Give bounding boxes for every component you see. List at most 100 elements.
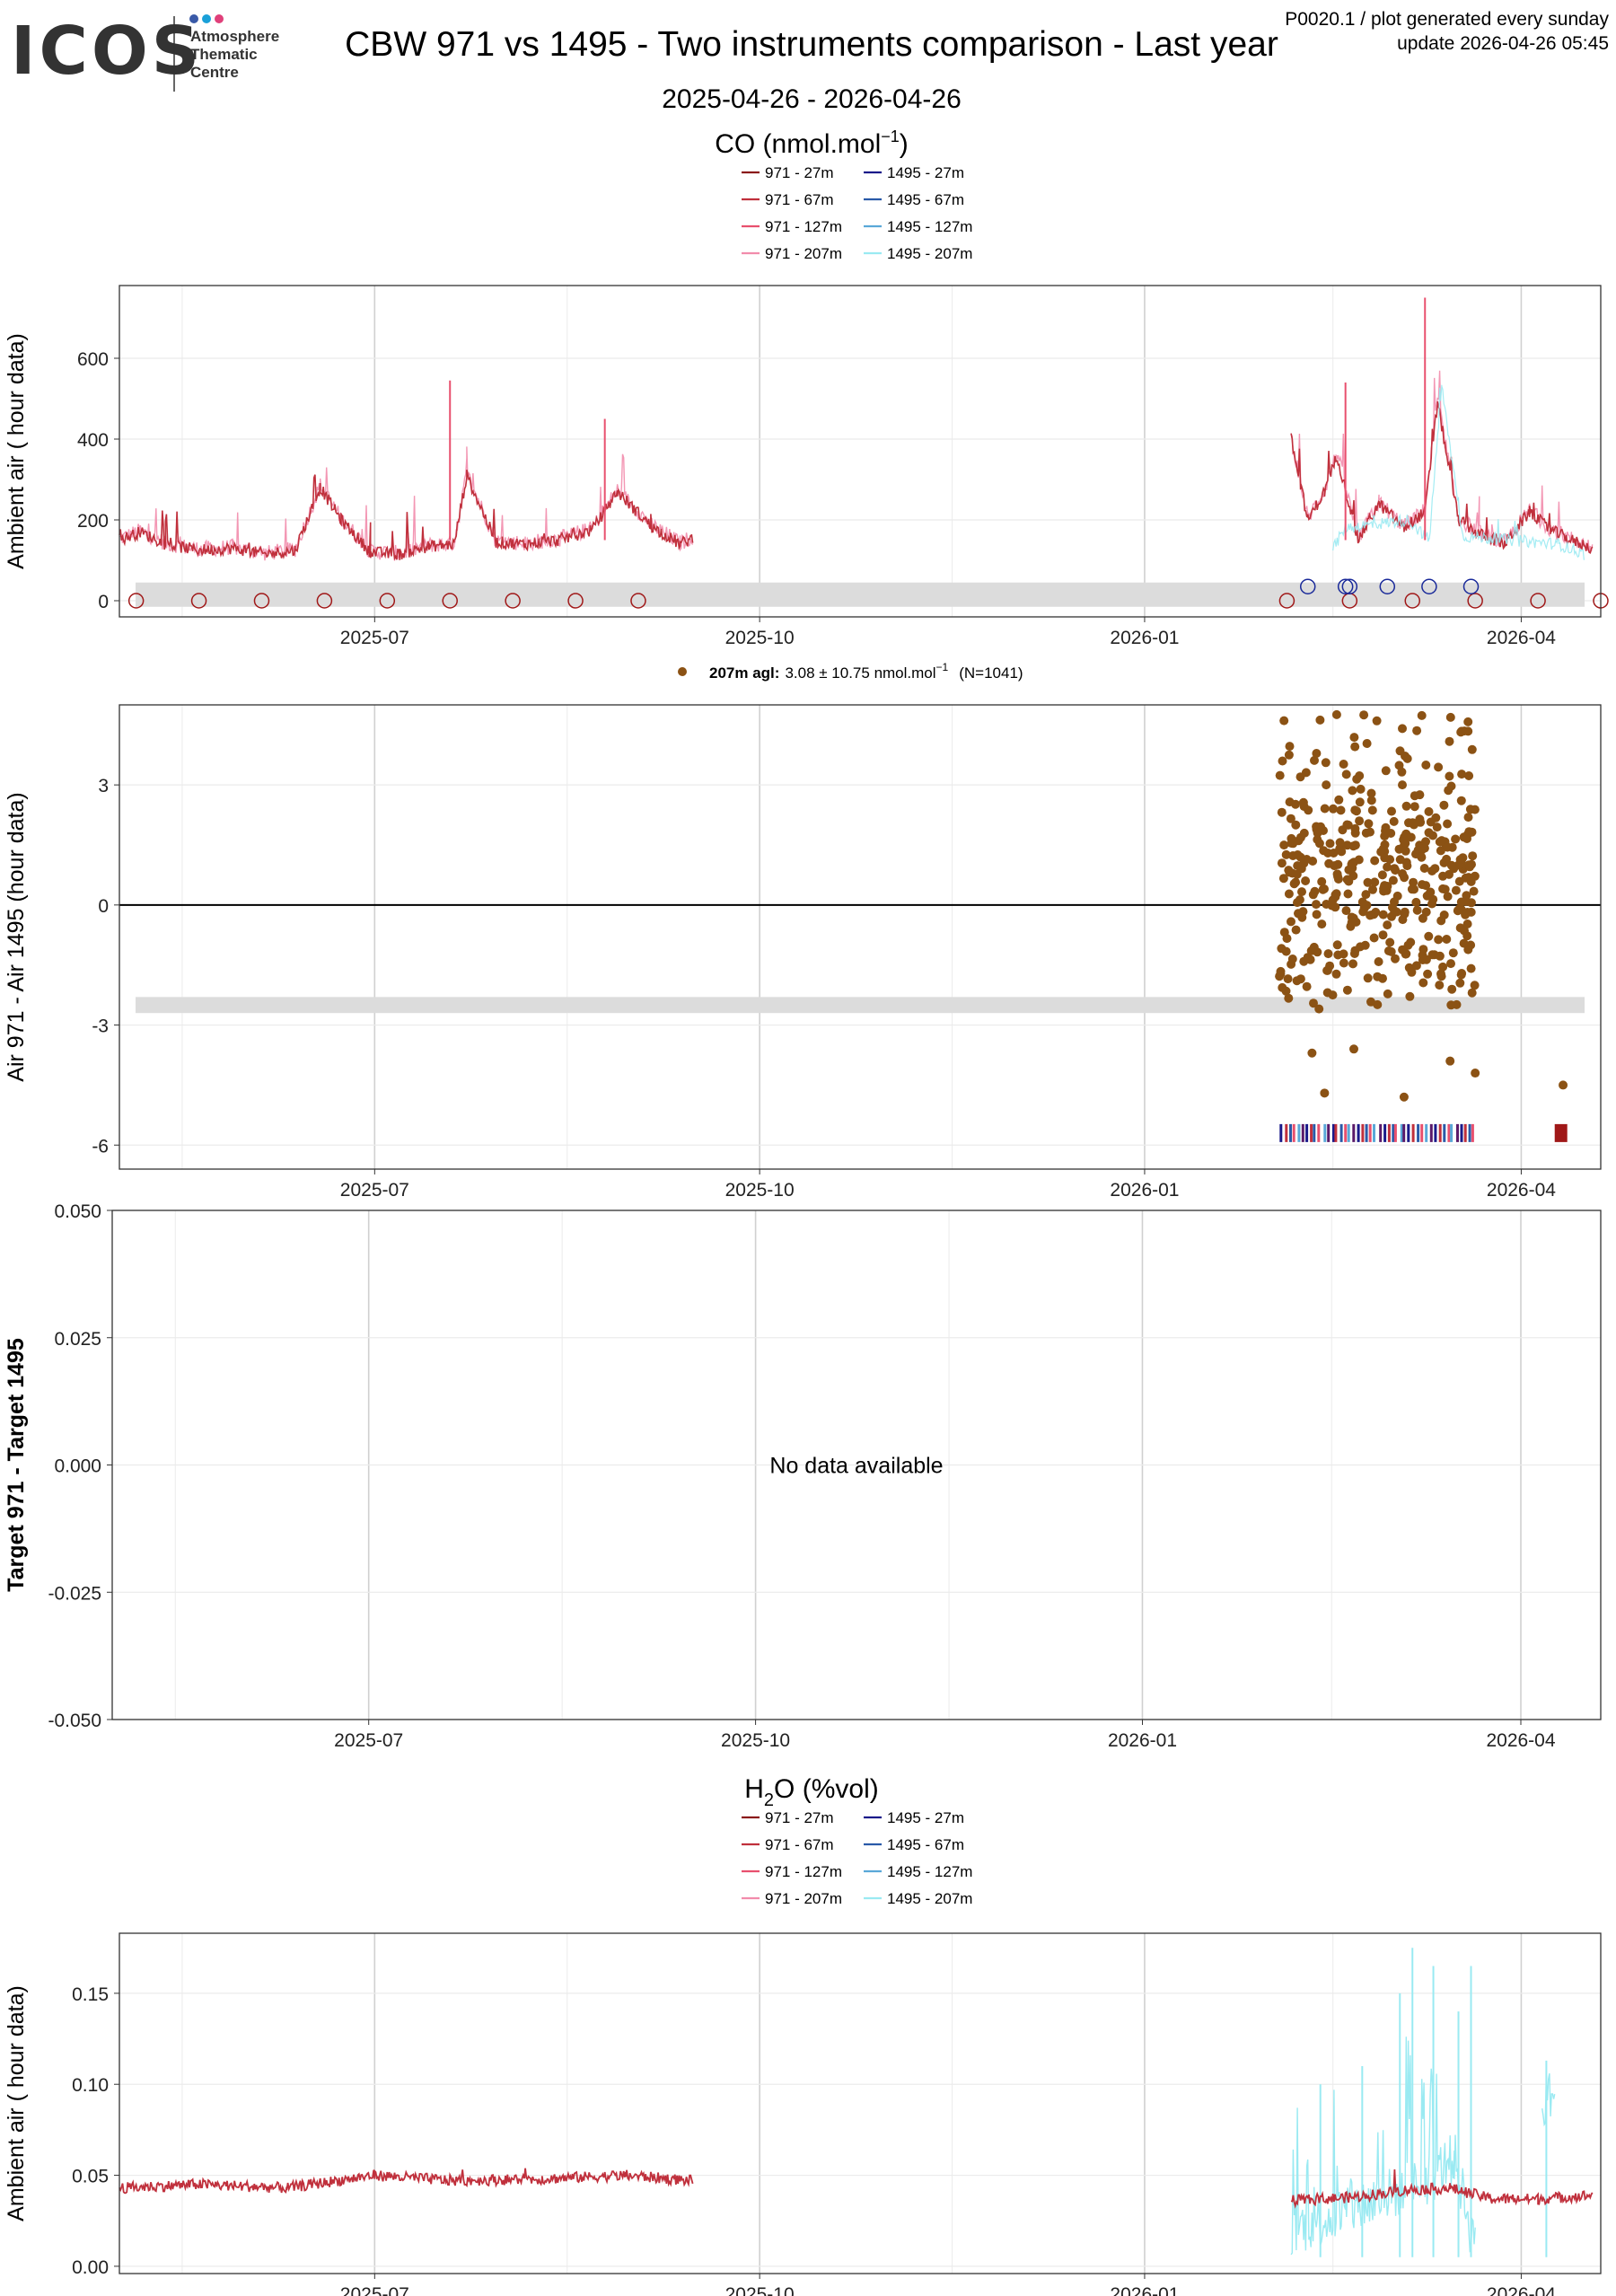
data-point [1284,750,1294,760]
series-line-971-207m [1290,370,1594,552]
flag-tick [1463,1123,1467,1142]
data-point [1456,897,1466,907]
section-title-end: ) [900,129,909,159]
data-point [1373,999,1383,1009]
y-axis-label: Ambient air ( hour data) [4,333,29,569]
legend-label: 1495 - 27m [887,164,964,181]
data-point [1419,864,1429,873]
page-title: CBW 971 vs 1495 - Two instruments compar… [345,25,1278,64]
data-point [1372,716,1382,726]
legend-level: 207m agl: [709,664,779,682]
data-point [1287,833,1296,843]
data-point [1443,842,1453,852]
legend-label: 971 - 207m [765,245,842,262]
y-tick-label: -0.050 [48,1711,101,1731]
x-tick-label: 2025-10 [725,2284,795,2296]
flag-tick [1373,1123,1375,1142]
data-point [1398,945,1408,954]
data-point [1348,841,1358,851]
flag-tick [1429,1123,1433,1142]
data-point [1451,834,1461,844]
data-point [1287,917,1295,927]
data-point [1342,985,1352,995]
legend-n: (N=1041) [959,664,1023,682]
flag-tick [1331,1123,1335,1142]
data-point [1331,889,1341,899]
panel-co_difference: -6 -3 0 3 2025-07 2025-10 2026-01 2026-04 Air 97… [4,704,1602,1201]
data-point [1279,840,1289,850]
section-title: H2O (%vol) [744,1774,878,1810]
data-point [1405,991,1415,1001]
data-point [1360,940,1370,950]
x-tick-label: 2026-04 [1487,1180,1556,1201]
flag-marker-971 [127,593,145,609]
data-point [1398,915,1408,925]
flag-marker-971 [190,593,207,609]
legend-sup: −1 [936,661,949,673]
legend-label: 971 - 27m [765,164,834,181]
data-point [1310,755,1319,765]
y-tick-label: 0.000 [54,1456,101,1477]
data-point [1446,860,1456,870]
section-title: CO (nmol.mol−1) [715,128,909,159]
data-point [1341,770,1351,779]
x-tick-label: 2025-07 [334,1730,403,1751]
data-point [1334,795,1344,805]
flag-tick [1392,1123,1395,1142]
data-point [1421,761,1431,770]
data-point [1278,982,1287,992]
y-tick-label: 0.050 [54,1201,101,1222]
data-point [1343,889,1353,899]
data-point [1426,817,1436,827]
flag-tick [1279,1123,1283,1142]
data-point [1430,864,1440,874]
flag-tick [1468,1123,1471,1142]
flag-tick [1400,1123,1403,1142]
data-point [1339,949,1348,959]
data-point [1362,739,1372,748]
series-line-971 [119,469,694,561]
data-point [1455,855,1465,865]
y-tick-label: 0.05 [72,2167,109,2187]
x-tick-label: 2026-04 [1487,2284,1556,2296]
flag-tick [1352,1123,1356,1142]
data-point [1462,834,1471,843]
x-tick-label: 2026-01 [1110,628,1179,648]
data-point [1443,819,1453,829]
data-point [1325,839,1335,849]
x-tick-label: 2025-07 [340,1180,409,1201]
plot-area [119,1933,1601,2274]
flag-marker-971 [253,593,270,609]
data-point [1291,799,1300,809]
data-point [1339,760,1348,769]
data-point [1397,767,1407,777]
data-point [1391,954,1400,963]
data-point [1401,801,1411,811]
data-point [1366,910,1375,920]
section-title-sub: 2 [764,1790,774,1810]
data-point [1324,858,1334,868]
data-point [1297,887,1306,897]
data-point [1323,949,1333,959]
data-point [1315,715,1325,725]
series-line-1495 [1290,2036,1476,2256]
data-point [1317,919,1327,929]
data-point [1320,1088,1330,1098]
data-point [1338,825,1348,835]
data-point [1467,744,1477,754]
data-point [1462,919,1472,928]
panel-border [111,1210,1602,1720]
flag-marker-1495 [1379,578,1396,594]
legend-stat: 3.08 ± 10.75 nmol.mol [785,664,935,682]
data-point [1301,876,1311,885]
data-point [1410,884,1418,894]
data-point [1285,742,1295,752]
logo-wordmark: ICOS [11,13,203,90]
flag-marker-971 [379,593,396,609]
y-axis-label: Air 971 - Air 1495 (hour data) [4,792,29,1081]
data-point [1329,804,1338,814]
logo-line-3: Centre [190,64,239,81]
x-tick-label: 2025-07 [340,2284,409,2296]
flag-marker-1495 [1421,578,1437,594]
x-tick-label: 2026-01 [1110,1180,1179,1201]
